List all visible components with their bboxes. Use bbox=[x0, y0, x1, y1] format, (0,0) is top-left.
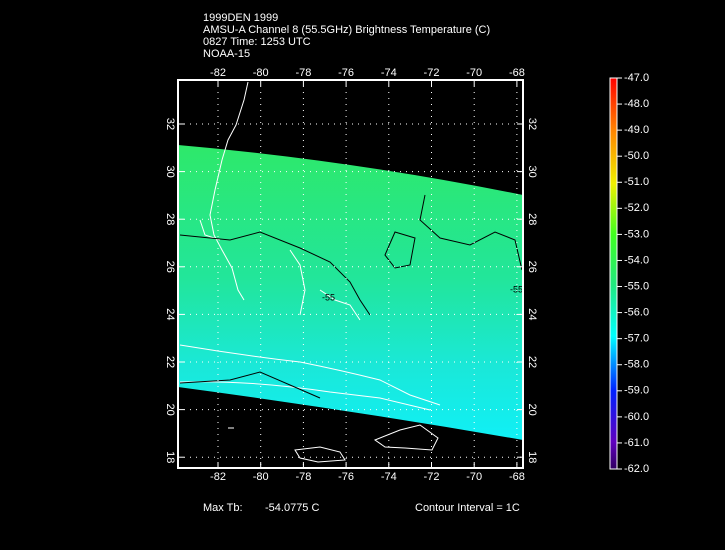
header: 1999DEN 1999 AMSU-A Channel 8 (55.5GHz) … bbox=[203, 12, 490, 60]
lat-label: 30 bbox=[164, 165, 176, 177]
colorbar-label: -61.0 bbox=[624, 437, 649, 449]
colorbar-label: -62.0 bbox=[624, 463, 649, 475]
colorbar-label: -47.0 bbox=[624, 72, 649, 84]
lon-label: -68 bbox=[509, 67, 525, 79]
lat-label: 22 bbox=[526, 356, 538, 368]
lat-label: 32 bbox=[164, 118, 176, 130]
lat-label: 28 bbox=[164, 213, 176, 225]
footer: Max Tb: -54.0775 C Contour Interval = 1C bbox=[203, 502, 520, 514]
lat-label: 26 bbox=[526, 261, 538, 273]
lat-label: 26 bbox=[164, 261, 176, 273]
colorbar-label: -58.0 bbox=[624, 359, 649, 371]
colorbar-label: -57.0 bbox=[624, 333, 649, 345]
lon-label: -78 bbox=[295, 471, 311, 483]
header-line: 1999DEN 1999 bbox=[203, 12, 278, 24]
contour-label: -55 bbox=[510, 284, 523, 294]
lon-label: -80 bbox=[253, 67, 269, 79]
lon-label: -80 bbox=[253, 471, 269, 483]
colorbar-label: -48.0 bbox=[624, 98, 649, 110]
lon-label: -76 bbox=[338, 471, 354, 483]
contour-label: -55 bbox=[322, 292, 335, 302]
map: -55 -55 bbox=[177, 79, 524, 469]
lat-label: 30 bbox=[526, 165, 538, 177]
lon-label: -74 bbox=[381, 471, 397, 483]
lon-label: -74 bbox=[381, 67, 397, 79]
lon-label: -82 bbox=[210, 471, 226, 483]
colorbar-label: -60.0 bbox=[624, 411, 649, 423]
colorbar-label: -59.0 bbox=[624, 385, 649, 397]
lat-label: 18 bbox=[164, 451, 176, 463]
colorbar-label: -50.0 bbox=[624, 150, 649, 162]
map-frame bbox=[177, 79, 524, 469]
colorbar-scale bbox=[609, 77, 618, 470]
colorbar-label: -55.0 bbox=[624, 280, 649, 292]
coastline bbox=[179, 81, 441, 463]
colorbar-label: -52.0 bbox=[624, 202, 649, 214]
colorbar bbox=[609, 77, 618, 470]
lat-label: 24 bbox=[526, 308, 538, 320]
lon-label: -70 bbox=[466, 471, 482, 483]
lat-label: 32 bbox=[526, 118, 538, 130]
lat-label: 18 bbox=[526, 451, 538, 463]
lat-label: 20 bbox=[526, 403, 538, 415]
max-label: Max Tb: bbox=[203, 502, 243, 514]
lon-label: -76 bbox=[338, 67, 354, 79]
contour bbox=[179, 194, 523, 399]
colorbar-label: -49.0 bbox=[624, 124, 649, 136]
header-line: 0827 Time: 1253 UTC bbox=[203, 36, 311, 48]
lon-label: -70 bbox=[466, 67, 482, 79]
lat-label: 28 bbox=[526, 213, 538, 225]
lon-label: -72 bbox=[424, 471, 440, 483]
lat-label: 24 bbox=[164, 308, 176, 320]
contour-interval: Contour Interval = 1C bbox=[415, 502, 520, 514]
colorbar-label: -54.0 bbox=[624, 254, 649, 266]
swath bbox=[178, 145, 523, 440]
max-value: -54.0775 C bbox=[265, 502, 319, 514]
lat-label: 20 bbox=[164, 403, 176, 415]
lon-label: -68 bbox=[509, 471, 525, 483]
lon-label: -72 bbox=[424, 67, 440, 79]
colorbar-label: -51.0 bbox=[624, 176, 649, 188]
header-line: AMSU-A Channel 8 (55.5GHz) Brightness Te… bbox=[203, 24, 490, 36]
lon-label: -82 bbox=[210, 67, 226, 79]
colorbar-label: -53.0 bbox=[624, 228, 649, 240]
lat-label: 22 bbox=[164, 356, 176, 368]
colorbar-label: -56.0 bbox=[624, 307, 649, 319]
header-line: NOAA-15 bbox=[203, 48, 250, 60]
lon-label: -78 bbox=[295, 67, 311, 79]
